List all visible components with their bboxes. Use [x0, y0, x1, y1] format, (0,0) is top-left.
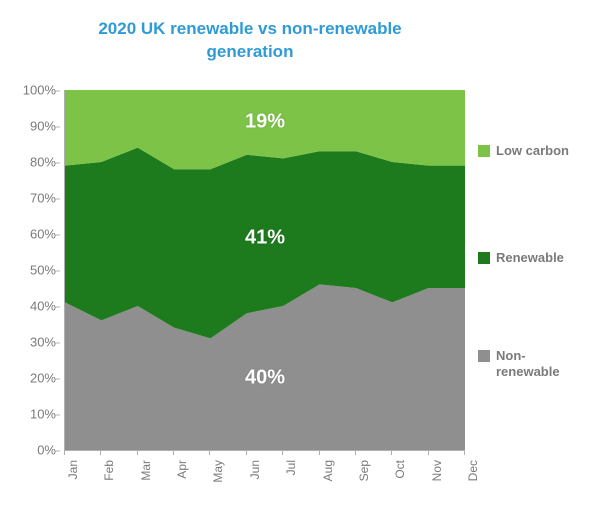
x-tick-label: Apr: [175, 460, 189, 479]
x-tick-label: May: [211, 460, 225, 483]
series-value-label: 40%: [245, 367, 285, 390]
legend-item: Renewable: [478, 250, 564, 266]
x-tick-mark: [209, 450, 210, 455]
area-svg: [65, 90, 465, 450]
x-tick-label: Oct: [393, 460, 407, 479]
legend-swatch: [478, 145, 490, 157]
y-axis-ticks: 0%10%20%30%40%50%60%70%80%90%100%: [8, 90, 60, 450]
x-tick-mark: [391, 450, 392, 455]
legend: Low carbon Renewable Non- renewable: [478, 90, 588, 450]
legend-item: Low carbon: [478, 143, 569, 159]
legend-label: Non- renewable: [496, 348, 560, 379]
series-value-label: 41%: [245, 226, 285, 249]
x-tick-mark: [100, 450, 101, 455]
x-tick-label: Aug: [321, 460, 335, 481]
x-tick-mark: [428, 450, 429, 455]
y-tick-label: 100%: [8, 83, 56, 98]
y-tick-label: 50%: [8, 263, 56, 278]
x-axis-ticks: JanFebMarAprMayJunJulAugSepOctNovDec: [64, 454, 464, 514]
x-tick-label: Jun: [248, 460, 262, 479]
x-tick-mark: [355, 450, 356, 455]
legend-label: Renewable: [496, 250, 564, 266]
x-tick-mark: [137, 450, 138, 455]
y-tick-label: 0%: [8, 443, 56, 458]
plot-area: 40% 41% 19%: [64, 90, 465, 451]
x-tick-label: Dec: [466, 460, 480, 481]
x-tick-label: Feb: [102, 460, 116, 481]
x-tick-label: Nov: [430, 460, 444, 481]
y-tick-label: 30%: [8, 335, 56, 350]
y-tick-label: 70%: [8, 191, 56, 206]
legend-item: Non- renewable: [478, 348, 560, 379]
y-tick-label: 80%: [8, 155, 56, 170]
x-tick-mark: [64, 450, 65, 455]
chart-container: 2020 UK renewable vs non-renewable gener…: [0, 0, 600, 529]
series-value-label: 19%: [245, 111, 285, 134]
y-tick-label: 40%: [8, 299, 56, 314]
x-tick-mark: [319, 450, 320, 455]
x-tick-mark: [173, 450, 174, 455]
chart-title: 2020 UK renewable vs non-renewable gener…: [90, 18, 410, 64]
x-tick-label: Mar: [139, 460, 153, 481]
x-tick-mark: [282, 450, 283, 455]
x-tick-label: Sep: [357, 460, 371, 481]
y-tick-label: 90%: [8, 119, 56, 134]
x-tick-mark: [246, 450, 247, 455]
legend-swatch: [478, 350, 490, 362]
y-tick-label: 60%: [8, 227, 56, 242]
legend-label: Low carbon: [496, 143, 569, 159]
y-tick-label: 20%: [8, 371, 56, 386]
x-tick-label: Jul: [284, 460, 298, 475]
y-tick-label: 10%: [8, 407, 56, 422]
x-tick-label: Jan: [66, 460, 80, 479]
legend-swatch: [478, 252, 490, 264]
x-tick-mark: [464, 450, 465, 455]
